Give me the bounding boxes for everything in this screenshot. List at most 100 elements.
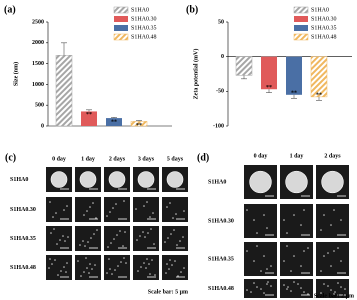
particle <box>260 288 262 290</box>
scale-bar-note: Scale bar: 5 μm <box>148 289 188 295</box>
micrograph <box>162 226 188 251</box>
error-bar <box>136 120 142 122</box>
legend-label: S1HA0.48 <box>131 34 157 40</box>
particle <box>330 265 332 267</box>
particle <box>109 268 111 270</box>
particle <box>48 267 50 269</box>
particle <box>51 263 53 265</box>
particle <box>290 270 292 272</box>
legend-label: S1HA0.30 <box>311 16 337 22</box>
scale-bar-note: Scale bar: 2 μm <box>314 293 354 299</box>
micrograph <box>316 204 349 238</box>
legend-swatch <box>293 6 309 14</box>
particle <box>106 215 108 217</box>
micrograph <box>244 204 277 238</box>
particle <box>119 230 121 232</box>
particle <box>107 246 109 248</box>
column-label: 2 days <box>324 153 341 159</box>
y-tick-label: 1500 <box>32 61 44 67</box>
particle <box>263 255 265 257</box>
row-label: S1HA0 <box>208 179 226 185</box>
particle <box>172 217 174 219</box>
annotation: ** <box>136 123 142 129</box>
particle <box>110 242 112 244</box>
particle <box>53 228 55 230</box>
y-axis-title: Size (nm) <box>12 62 19 86</box>
particle <box>109 211 111 213</box>
particle <box>320 292 322 294</box>
particle <box>164 241 166 243</box>
column-label: 1 day <box>290 153 304 159</box>
particle <box>340 219 342 221</box>
particle <box>293 281 295 283</box>
particle <box>169 202 171 204</box>
particle <box>86 267 88 269</box>
micrograph <box>280 279 313 298</box>
particle <box>137 270 139 272</box>
particle <box>179 240 181 242</box>
micrograph <box>133 197 159 222</box>
particle <box>83 214 85 216</box>
legend-label: S1HA0.48 <box>311 34 337 40</box>
column-label: 1 day <box>81 156 95 162</box>
particle <box>256 245 258 247</box>
particle <box>287 286 289 288</box>
particle <box>166 206 168 208</box>
particle <box>149 273 151 275</box>
particle <box>111 273 113 275</box>
particle <box>52 216 54 218</box>
particle <box>143 262 145 264</box>
particle <box>144 236 146 238</box>
particle <box>90 237 92 239</box>
micrograph <box>104 255 130 280</box>
particle <box>165 272 167 274</box>
particle <box>286 232 288 234</box>
y-tick-label: 0 <box>41 123 44 129</box>
error-bar <box>316 96 322 101</box>
particle <box>50 232 52 234</box>
particle <box>177 275 179 277</box>
particle <box>95 217 97 219</box>
particle <box>93 233 95 235</box>
particle <box>171 264 173 266</box>
particle <box>55 212 57 214</box>
particle <box>323 255 325 257</box>
bar <box>286 56 302 95</box>
particle <box>340 286 342 288</box>
particle <box>168 268 170 270</box>
particle <box>170 233 172 235</box>
particle <box>77 260 79 262</box>
particle <box>246 250 248 252</box>
particle <box>303 209 305 211</box>
particle <box>50 171 68 188</box>
row-label: S1HA0 <box>10 177 28 183</box>
particle <box>183 210 185 212</box>
particle <box>333 250 335 252</box>
bar <box>235 56 253 76</box>
y-tick-label: 2000 <box>32 40 44 46</box>
particle <box>250 291 252 293</box>
particle <box>117 265 119 267</box>
row-label: S1HA0.35 <box>10 236 36 242</box>
particle <box>300 224 302 226</box>
particle <box>303 250 305 252</box>
particle <box>62 235 64 237</box>
particle <box>340 260 342 262</box>
particle <box>293 255 295 257</box>
particle <box>183 267 185 269</box>
particle <box>115 203 117 205</box>
particle <box>96 229 98 231</box>
particle <box>297 283 299 285</box>
particle <box>286 288 288 290</box>
y-tick-label: 2500 <box>32 19 44 25</box>
legend-swatch <box>113 6 129 14</box>
particle <box>169 259 171 261</box>
particle <box>333 209 335 211</box>
y-tick-label: 500 <box>35 103 44 109</box>
particle <box>166 171 184 188</box>
annotation: ** <box>266 85 272 91</box>
particle <box>260 270 262 272</box>
legend-label: S1HA0 <box>131 7 149 13</box>
particle <box>327 285 329 287</box>
particle <box>88 272 90 274</box>
